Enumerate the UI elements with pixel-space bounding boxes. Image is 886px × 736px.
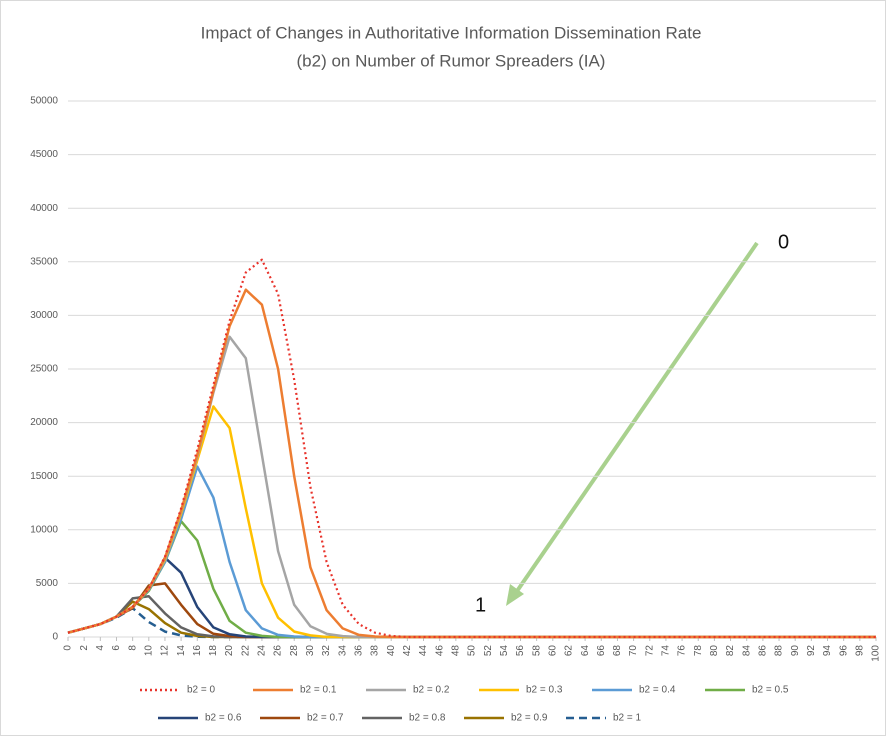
- x-tick-label: 12: [160, 645, 171, 657]
- x-tick-label: 10: [143, 645, 154, 657]
- series-line: [67, 288, 876, 639]
- x-tick-label: 80: [709, 645, 720, 657]
- x-tick-label: 18: [208, 645, 219, 657]
- legend-label: b2 = 0.7: [307, 713, 344, 724]
- x-tick-label: 46: [434, 645, 445, 657]
- x-tick-label: 44: [418, 645, 429, 657]
- y-tick-label: 0: [52, 632, 58, 643]
- legend-label: b2 = 0.3: [526, 685, 563, 696]
- x-tick-label: 20: [224, 645, 235, 657]
- y-tick-label: 25000: [30, 364, 58, 375]
- x-tick-label: 92: [806, 645, 817, 657]
- y-tick-label: 45000: [30, 149, 58, 160]
- x-tick-label: 24: [257, 645, 268, 657]
- y-tick-label: 5000: [36, 578, 59, 589]
- x-tick-label: 86: [758, 645, 769, 657]
- y-tick-label: 10000: [30, 524, 58, 535]
- x-tick-label: 84: [741, 645, 752, 657]
- legend-label: b2 = 0: [187, 685, 216, 696]
- x-tick-label: 26: [273, 645, 284, 657]
- x-tick-label: 64: [580, 645, 591, 657]
- x-tick-label: 32: [321, 645, 332, 657]
- y-tick-label: 15000: [30, 471, 58, 482]
- arrow: [513, 241, 759, 596]
- x-tick-label: 8: [127, 645, 138, 651]
- x-tick-label: 34: [337, 645, 348, 657]
- x-tick-label: 4: [95, 645, 106, 651]
- x-tick-label: 62: [564, 645, 575, 657]
- x-tick-label: 36: [354, 645, 365, 657]
- legend-label: b2 = 0.5: [752, 685, 789, 696]
- x-tick-label: 28: [289, 645, 300, 657]
- x-tick-label: 22: [240, 645, 251, 657]
- y-tick-label: 20000: [30, 417, 58, 428]
- x-tick-label: 14: [176, 645, 187, 657]
- x-tick-label: 30: [305, 645, 316, 657]
- legend-label: b2 = 0.4: [639, 685, 676, 696]
- x-tick-label: 48: [450, 645, 461, 657]
- arrow-head: [506, 584, 524, 606]
- x-tick-label: 74: [661, 645, 672, 657]
- x-tick-label: 68: [612, 645, 623, 657]
- x-tick-label: 60: [547, 645, 558, 657]
- legend-label: b2 = 0.8: [409, 713, 446, 724]
- y-tick-label: 35000: [30, 256, 58, 267]
- x-tick-label: 52: [483, 645, 494, 657]
- x-tick-label: 0: [63, 645, 74, 651]
- x-tick-label: 82: [725, 645, 736, 657]
- annotation: 1: [475, 594, 486, 616]
- x-tick-label: 2: [79, 645, 90, 651]
- x-tick-label: 96: [838, 645, 849, 657]
- legend-label: b2 = 0.2: [413, 685, 450, 696]
- x-tick-label: 76: [677, 645, 688, 657]
- chart-title: Impact of Changes in Authoritative Infor…: [201, 23, 702, 42]
- chart-title: (b2) on Number of Rumor Spreaders (IA): [297, 51, 606, 70]
- x-tick-label: 42: [402, 645, 413, 657]
- y-tick-label: 50000: [30, 96, 58, 107]
- legend-label: b2 = 1: [613, 713, 642, 724]
- x-tick-label: 98: [854, 645, 865, 657]
- x-tick-label: 100: [871, 645, 882, 662]
- x-tick-label: 38: [370, 645, 381, 657]
- y-tick-label: 30000: [30, 310, 58, 321]
- x-tick-label: 66: [596, 645, 607, 657]
- y-tick-label: 40000: [30, 203, 58, 214]
- legend-label: b2 = 0.9: [511, 713, 548, 724]
- x-tick-label: 16: [192, 645, 203, 657]
- legend-label: b2 = 0.6: [205, 713, 242, 724]
- x-tick-label: 94: [822, 645, 833, 657]
- x-tick-label: 56: [515, 645, 526, 657]
- x-tick-label: 54: [499, 645, 510, 657]
- x-tick-label: 58: [531, 645, 542, 657]
- x-tick-label: 90: [790, 645, 801, 657]
- x-tick-label: 40: [386, 645, 397, 657]
- annotation: 0: [778, 231, 789, 253]
- x-tick-label: 88: [774, 645, 785, 657]
- x-tick-label: 6: [111, 645, 122, 651]
- x-tick-label: 78: [693, 645, 704, 657]
- x-tick-label: 50: [467, 645, 478, 657]
- x-tick-label: 72: [644, 645, 655, 657]
- legend-label: b2 = 0.1: [300, 685, 337, 696]
- x-tick-label: 70: [628, 645, 639, 657]
